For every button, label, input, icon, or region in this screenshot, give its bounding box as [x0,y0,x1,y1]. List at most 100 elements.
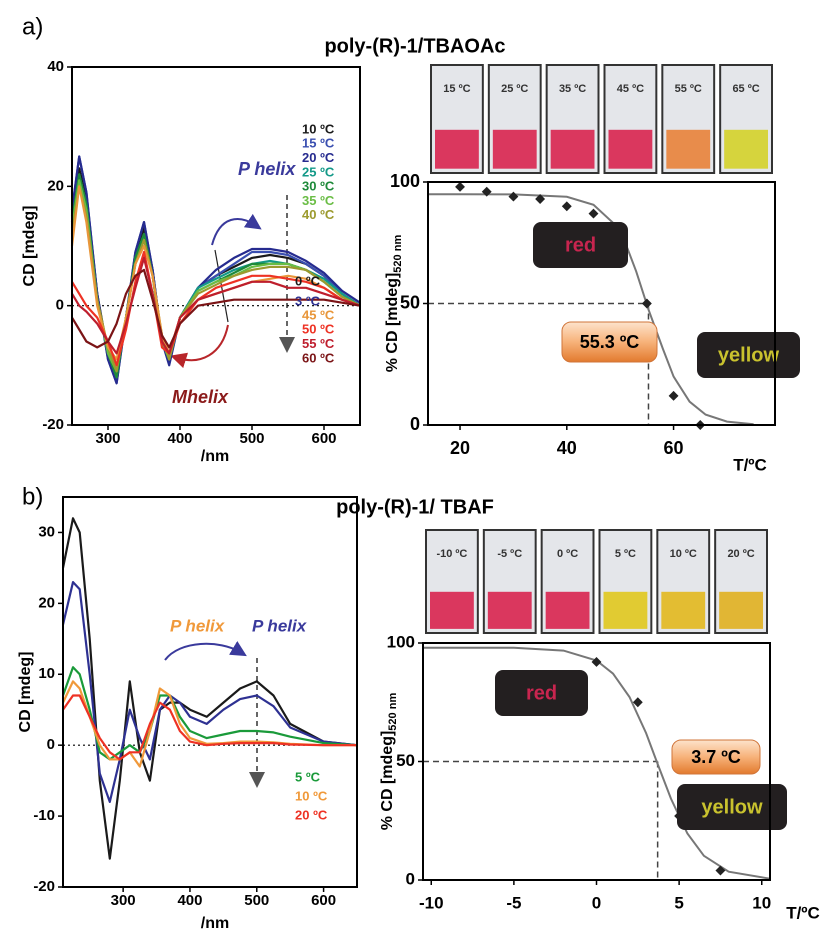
vial-label: 45 ºC [617,83,644,95]
y-tick-label: 50 [396,751,415,770]
x-tick-label: 20 [450,438,470,458]
legend-entry: 45 ºC [302,307,335,322]
y-tick-label: -20 [42,416,64,433]
y-axis-label-main: % CD [mdeg] [384,273,401,373]
x-axis-label: /nm [201,448,229,465]
arrow [170,324,229,369]
legend-entry: 25 ºC [302,164,335,179]
legend-entry: 55 ºC [302,336,335,351]
x-tick-label: 0 [592,893,601,912]
y-tick-label: 20 [38,594,55,611]
vial-liquid [666,129,711,169]
vial-label: 25 ºC [501,83,528,95]
y-axis-label-main: CD [mdeg] [17,652,34,733]
series-line [62,694,357,761]
plot-frame [71,66,361,426]
midpoint-box [671,739,761,775]
vial-liquid [603,591,648,629]
x-tick-label: 10 [752,893,771,912]
data-point [588,208,599,219]
vial-liquid [719,591,763,629]
state-box [533,222,628,268]
y-tick-label: 10 [38,665,55,682]
vial-liquid [661,591,706,629]
vial-liquid [724,129,768,169]
series-line [61,581,358,803]
plot-frame [427,181,776,426]
y-tick-label: 50 [400,292,420,312]
y-tick-label: -20 [33,878,55,895]
vial-label: 15 ºC [443,83,470,95]
panel-label: b) [22,483,43,510]
state-box [677,784,787,830]
data-point [535,194,546,204]
state-label: red [526,682,557,704]
x-tick-label: 40 [557,438,577,458]
y-axis-label: CD [mdeg] [17,652,34,733]
legend-entry: 3 ºC [295,293,321,308]
y-axis-label-sub: 520 nm [392,235,404,273]
legend-entry: 50 ºC [302,322,335,337]
series-line [71,268,361,349]
y-tick-label: 0 [47,736,55,753]
state-label: red [565,234,596,256]
vial-label: 5 ºC [615,548,636,560]
y-tick-label: 40 [47,58,64,75]
vial-liquid [545,591,590,629]
y-axis-label: % CD [mdeg]520 nm [379,693,399,831]
vial-liquid [492,129,537,169]
x-tick-label: 300 [95,430,120,447]
y-axis-label-main: % CD [mdeg] [379,731,396,831]
x-tick-label: -10 [419,893,444,912]
x-tick-label: 400 [167,430,192,447]
x-tick-label: 600 [311,892,336,909]
legend-entry: 30 ºC [302,179,335,194]
data-point [508,191,519,202]
plot-frame [422,642,771,881]
data-point [641,298,652,309]
annotation: Mhelix [172,387,229,407]
x-axis-label: T/ºC [733,455,767,474]
y-tick-label: 20 [47,177,64,194]
vial-liquid [608,129,653,169]
data-point [591,657,602,667]
x-tick-label: 300 [111,892,136,909]
legend-entry: 40 ºC [302,207,335,222]
series-line [62,680,357,768]
vial-label: 10 ºC [670,548,697,560]
y-tick-label: 0 [406,869,415,888]
midpoint-box [561,321,658,363]
y-axis-label: % CD [mdeg]520 nm [384,235,404,373]
x-tick-label: 600 [311,430,336,447]
legend-entry: 20 ºC [302,150,335,165]
vial-liquid [435,129,479,169]
x-tick-label: 60 [664,438,684,458]
vial-liquid [550,129,595,169]
vial-label: 20 ºC [727,548,754,560]
midpoint-label: 3.7 ºC [691,747,741,767]
panel-label: a) [22,13,43,40]
data-point [455,181,465,192]
fit-line [428,193,754,426]
y-tick-label: -10 [33,807,55,824]
data-point [632,697,643,708]
annotation: P helix [170,616,226,635]
y-tick-label: 100 [390,171,420,191]
annotation: P helix [252,616,308,635]
y-tick-label: 30 [38,523,55,540]
arrow [211,213,262,246]
legend-entry: 10 ºC [295,788,328,803]
vial-label: -5 ºC [497,548,522,560]
vial-liquid [487,591,532,629]
legend-entry: 20 ºC [295,807,328,822]
y-tick-label: 0 [56,297,64,314]
legend-entry: 0 ºC [295,273,321,288]
x-tick-label: 5 [674,893,683,912]
data-point [668,390,679,401]
vial-label: -10 ºC [436,548,467,560]
legend-entry: 15 ºC [302,136,335,151]
midpoint-label: 55.3 ºC [580,332,640,352]
vial-liquid [430,591,474,629]
x-axis-label: /nm [201,915,229,932]
